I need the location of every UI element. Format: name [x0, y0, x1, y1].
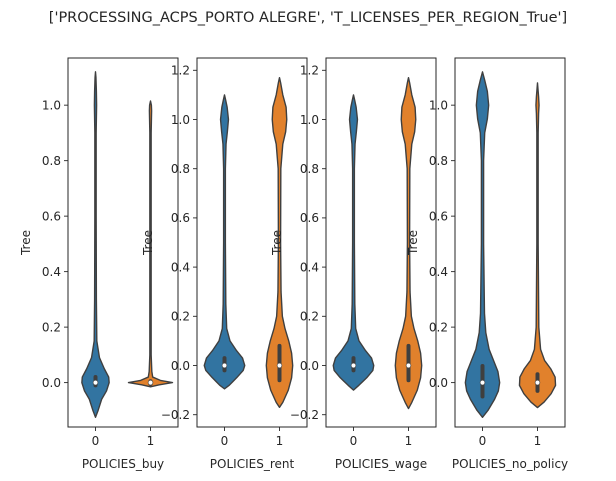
- y-tick-label: −0.2: [161, 408, 190, 422]
- x-tick-label: 1: [147, 434, 155, 448]
- y-tick-label: 1.0: [171, 113, 190, 127]
- median-marker-1: [147, 379, 154, 386]
- y-tick-label: 0.6: [429, 209, 448, 223]
- median-marker-0: [221, 362, 228, 369]
- x-tick-label: 1: [276, 434, 284, 448]
- y-tick-label: 0.2: [171, 310, 190, 324]
- y-tick-label: 0.0: [171, 359, 190, 373]
- axes-frame: [196, 57, 308, 428]
- y-axis-label: Tree: [141, 230, 155, 256]
- y-tick-label: 0.6: [42, 209, 61, 223]
- subplot-4: 0.0 0.2 0.4 0.6 0.8 1.0 0 1 POLICIES_no_policy Tr…: [406, 57, 568, 471]
- x-axis-label: POLICIES_rent: [210, 457, 295, 471]
- subplot-1: 0.0 0.2 0.4 0.6 0.8 1.0 0 1 POLICIES_buy Tree: [19, 57, 179, 471]
- x-axis-label: POLICIES_wage: [335, 457, 427, 471]
- median-marker-1: [276, 362, 283, 369]
- y-tick-label: 1.0: [300, 113, 319, 127]
- y-tick-label: −0.2: [290, 408, 319, 422]
- x-tick-label: 0: [92, 434, 100, 448]
- axes-frame: [454, 57, 566, 428]
- axes-frame: [67, 57, 179, 428]
- x-tick-label: 1: [534, 434, 542, 448]
- y-tick-label: 0.8: [171, 162, 190, 176]
- axes-frame: [325, 57, 437, 428]
- y-tick-label: 1.0: [42, 98, 61, 112]
- median-marker-0: [350, 362, 357, 369]
- y-tick-label: 0.8: [429, 154, 448, 168]
- y-axis-label: Tree: [406, 230, 420, 256]
- subplot-3: −0.2 0.0 0.2 0.4 0.6 0.8 1.0 1.2 0 1 POLICIES_wage…: [270, 57, 437, 471]
- y-axis-label: Tree: [270, 230, 284, 256]
- x-tick-label: 0: [221, 434, 229, 448]
- violin-1: [127, 100, 174, 388]
- figure-title: ['PROCESSING_ACPS_PORTO ALEGRE', 'T_LICE…: [49, 10, 567, 26]
- subplot-2: −0.2 0.0 0.2 0.4 0.6 0.8 1.0 1.2 0 1 POLICIES_rent…: [141, 57, 308, 471]
- y-tick-label: 0.8: [300, 162, 319, 176]
- y-tick-label: 0.6: [300, 211, 319, 225]
- median-marker-1: [405, 362, 412, 369]
- y-tick-label: 0.4: [300, 260, 319, 274]
- y-tick-label: 0.0: [42, 376, 61, 390]
- x-tick-label: 0: [479, 434, 487, 448]
- violin-0: [464, 71, 501, 418]
- y-tick-label: 0.4: [429, 265, 448, 279]
- violin-1: [394, 76, 423, 410]
- median-marker-0: [479, 379, 486, 386]
- median-marker-0: [92, 379, 99, 386]
- y-tick-label: 0.2: [300, 310, 319, 324]
- violin-1: [265, 76, 294, 409]
- y-tick-label: 0.6: [171, 211, 190, 225]
- y-axis-label: Tree: [19, 230, 33, 256]
- violin-1: [518, 82, 557, 409]
- x-axis-label: POLICIES_no_policy: [452, 457, 568, 471]
- violin-0: [81, 71, 110, 418]
- x-tick-label: 0: [350, 434, 358, 448]
- y-tick-label: 0.0: [429, 376, 448, 390]
- y-tick-label: 0.4: [171, 260, 190, 274]
- x-axis-label: POLICIES_buy: [82, 457, 164, 471]
- violin-0: [203, 94, 246, 390]
- x-tick-label: 1: [405, 434, 413, 448]
- y-tick-label: 0.0: [300, 359, 319, 373]
- median-marker-1: [534, 379, 541, 386]
- y-tick-label: 1.2: [300, 64, 319, 78]
- y-tick-label: 0.4: [42, 265, 61, 279]
- y-tick-label: 1.2: [171, 64, 190, 78]
- y-tick-label: 0.2: [42, 320, 61, 334]
- y-tick-label: 0.2: [429, 320, 448, 334]
- y-tick-label: 0.8: [42, 154, 61, 168]
- violin-0: [332, 94, 375, 391]
- y-tick-label: 1.0: [429, 98, 448, 112]
